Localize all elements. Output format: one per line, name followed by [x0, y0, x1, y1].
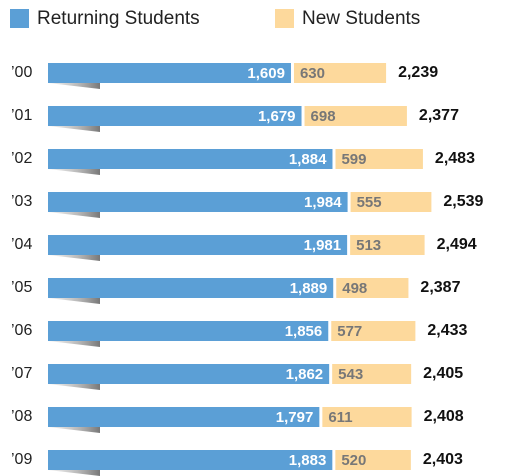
value-label: 1,797: [276, 409, 314, 426]
category-label: ’07: [11, 365, 32, 382]
bar-segment: [335, 450, 411, 470]
bar-segment: [304, 106, 407, 126]
value-label: 630: [300, 65, 325, 82]
value-label: 543: [338, 366, 363, 383]
value-label: 1,856: [285, 323, 323, 340]
bar-shadow: [48, 255, 100, 261]
total-label: 2,494: [437, 236, 477, 253]
bar-shadow: [48, 212, 100, 218]
value-label: 698: [311, 108, 336, 125]
total-label: 2,405: [423, 365, 463, 382]
category-label: ’03: [11, 193, 32, 210]
legend-label: Returning Students: [37, 8, 200, 29]
category-label: ’08: [11, 408, 32, 425]
bar-segment: [293, 63, 387, 83]
bar-segment: [322, 407, 412, 427]
bar-segment: [350, 192, 432, 212]
total-label: 2,387: [420, 279, 460, 296]
bar-segment: [48, 235, 348, 255]
category-label: ’02: [11, 150, 32, 167]
bar-segment: [48, 407, 320, 427]
legend-swatch: [275, 9, 294, 28]
value-label: 498: [342, 280, 367, 297]
bar-shadow: [48, 169, 100, 175]
bar-segment: [48, 321, 329, 341]
value-label: 577: [337, 323, 362, 340]
bar-segment: [336, 278, 409, 298]
category-label: ’01: [11, 107, 32, 124]
bar-shadow: [48, 126, 100, 132]
value-label: 1,679: [258, 108, 296, 125]
value-label: 1,862: [286, 366, 324, 383]
category-label: ’05: [11, 279, 32, 296]
bar-segment: [331, 321, 416, 341]
total-label: 2,377: [419, 107, 459, 124]
total-label: 2,239: [398, 64, 438, 81]
total-label: 2,433: [427, 322, 467, 339]
value-label: 1,884: [289, 151, 327, 168]
bar-shadow: [48, 341, 100, 347]
value-label: 1,981: [304, 237, 342, 254]
legend-swatch: [10, 9, 29, 28]
total-label: 2,408: [424, 408, 464, 425]
bar-segment: [332, 364, 412, 384]
bar-shadow: [48, 470, 100, 476]
bar-shadow: [48, 427, 100, 433]
bar-segment: [335, 149, 423, 169]
bar-segment: [350, 235, 425, 255]
category-label: ’00: [11, 64, 32, 81]
bar-segment: [48, 106, 302, 126]
category-label: ’06: [11, 322, 32, 339]
bar-segment: [48, 149, 333, 169]
bar-segment: [48, 192, 348, 212]
bar-shadow: [48, 83, 100, 89]
value-label: 513: [356, 237, 381, 254]
legend-label: New Students: [302, 8, 420, 29]
bar-segment: [48, 450, 333, 470]
value-label: 611: [328, 409, 352, 426]
bar-shadow: [48, 298, 100, 304]
category-label: ’09: [11, 451, 32, 468]
value-label: 599: [341, 151, 366, 168]
value-label: 1,883: [289, 452, 327, 469]
total-label: 2,403: [423, 451, 463, 468]
value-label: 1,889: [290, 280, 328, 297]
bar-segment: [48, 63, 291, 83]
value-label: 1,609: [247, 65, 285, 82]
value-label: 1,984: [304, 194, 342, 211]
bar-shadow: [48, 384, 100, 390]
value-label: 520: [341, 452, 366, 469]
value-label: 555: [357, 194, 382, 211]
total-label: 2,483: [435, 150, 475, 167]
bar-segment: [48, 278, 334, 298]
category-label: ’04: [11, 236, 32, 253]
total-label: 2,539: [443, 193, 483, 210]
bar-segment: [48, 364, 330, 384]
